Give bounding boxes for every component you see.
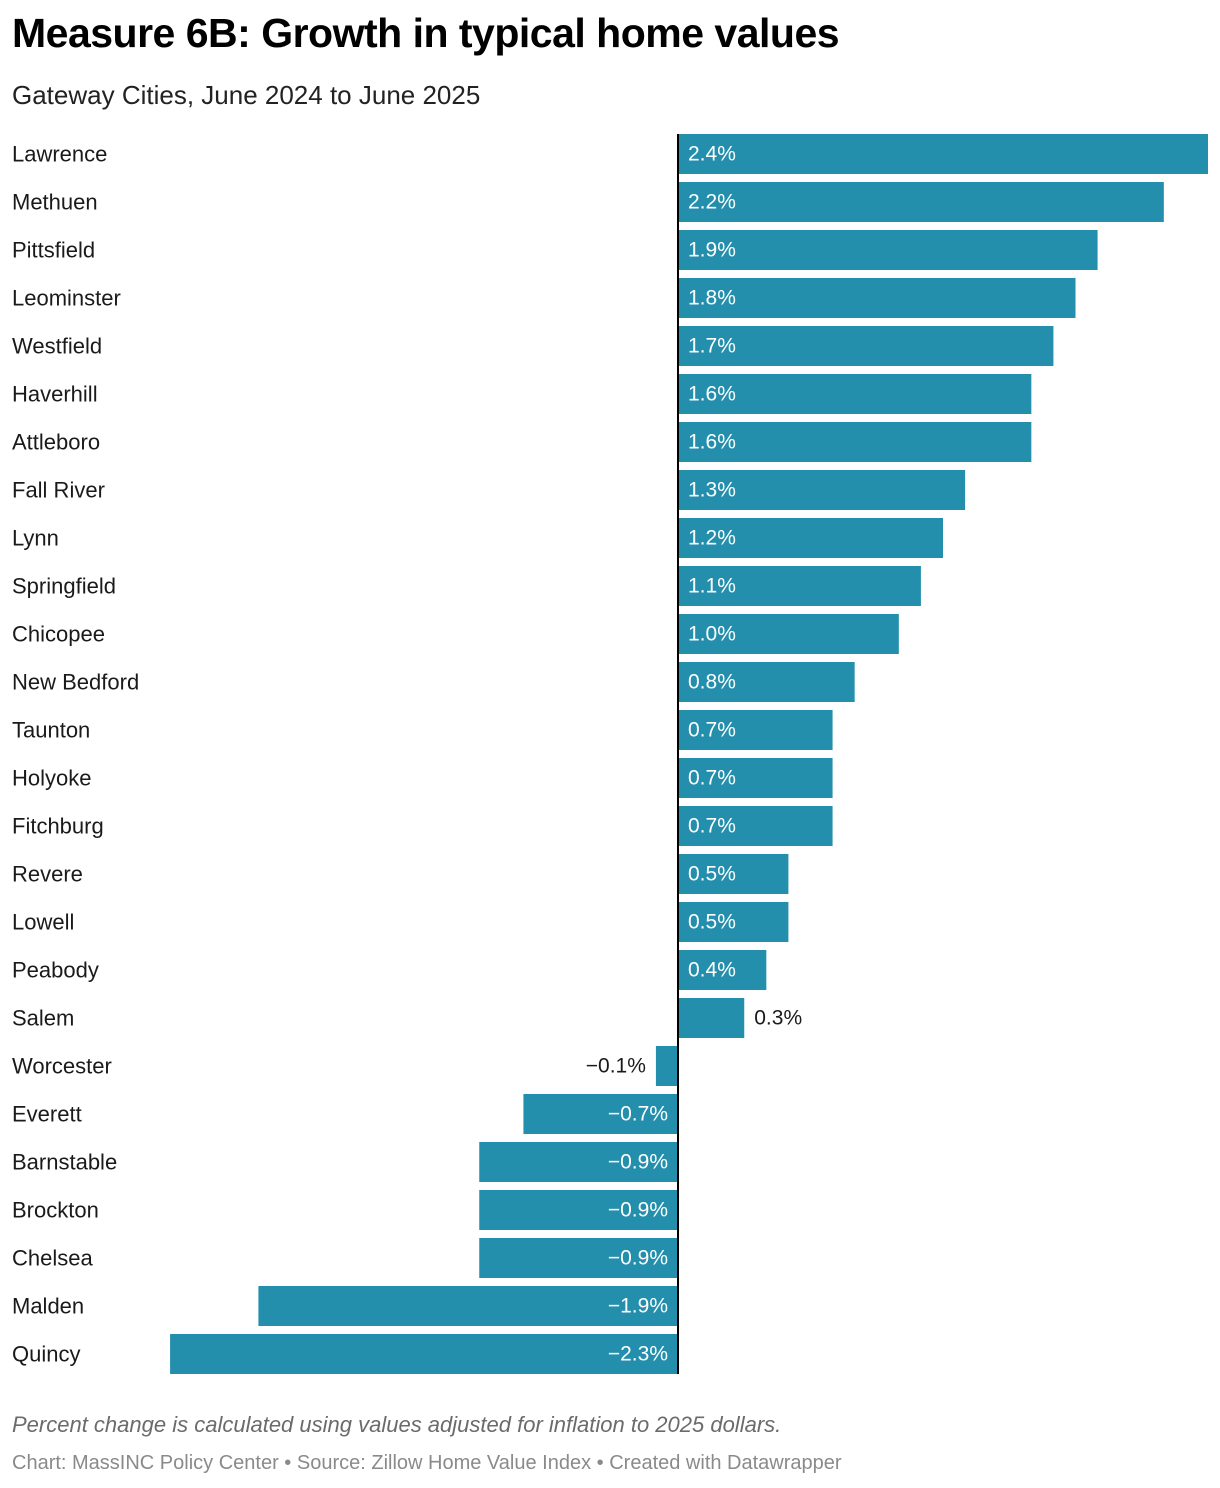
category-label: Pittsfield [12,238,95,263]
bar-chart: Lawrence 2.4% Methuen 2.2% Pittsfield 1.9% Leo… [12,134,1208,1374]
bar [258,1286,678,1326]
chart-title: Measure 6B: Growth in typical home value… [12,10,840,56]
value-label: 0.3% [754,1007,802,1030]
value-label: 0.5% [688,863,736,886]
category-label: Leominster [12,286,121,311]
value-label: 1.7% [688,335,736,358]
value-label: −0.9% [608,1199,668,1222]
category-label: Chelsea [12,1246,93,1271]
category-label: Lowell [12,910,74,935]
bar [678,662,855,702]
bar [678,134,1208,174]
chart-credits: Chart: MassINC Policy Center • Source: Z… [12,1452,842,1475]
bar [678,806,833,846]
bar [479,1142,678,1182]
bar [678,470,966,510]
value-label: 1.6% [688,431,736,454]
value-label: −1.9% [608,1295,668,1318]
bar [678,758,833,798]
category-label: Fall River [12,478,105,503]
category-label: Attleboro [12,430,100,455]
category-label: Fitchburg [12,814,104,839]
bar [678,182,1164,222]
category-label: Westfield [12,334,102,359]
bar [678,278,1076,318]
category-label: Salem [12,1006,74,1031]
bar [678,614,899,654]
bar [479,1190,678,1230]
value-label: −0.1% [586,1055,646,1078]
category-label: Quincy [12,1342,80,1367]
category-label: Lawrence [12,142,107,167]
value-label: 1.9% [688,239,736,262]
value-label: −0.7% [608,1103,668,1126]
credit-chart: Chart: MassINC Policy Center [12,1452,279,1474]
credit-separator: • [278,1452,297,1474]
category-label: Revere [12,862,83,887]
credit-created: Created with Datawrapper [609,1452,842,1474]
value-label: 1.2% [688,527,736,550]
bar [678,230,1098,270]
value-label: 2.4% [688,143,736,166]
chart-note: Percent change is calculated using value… [12,1412,782,1437]
credit-source: Source: Zillow Home Value Index [296,1452,592,1474]
value-label: 2.2% [688,191,736,214]
bar [678,902,789,942]
category-label: Chicopee [12,622,105,647]
bar [678,710,833,750]
bar [678,566,921,606]
bar [678,374,1032,414]
bar [678,950,767,990]
category-label: Worcester [12,1054,112,1079]
value-label: −0.9% [608,1151,668,1174]
bar [479,1238,678,1278]
category-label: New Bedford [12,670,139,695]
category-label: Holyoke [12,766,91,791]
category-label: Methuen [12,190,98,215]
bar [678,518,943,558]
category-label: Haverhill [12,382,98,407]
value-label: 0.8% [688,671,736,694]
value-label: 1.3% [688,479,736,502]
value-label: 1.1% [688,575,736,598]
category-label: Brockton [12,1198,99,1223]
value-label: 0.4% [688,959,736,982]
bar [678,422,1032,462]
category-label: Everett [12,1102,82,1127]
bar [170,1334,679,1374]
category-label: Taunton [12,718,90,743]
value-label: 0.5% [688,911,736,934]
value-label: 0.7% [688,719,736,742]
category-label: Barnstable [12,1150,117,1175]
bar [678,326,1054,366]
value-label: 1.0% [688,623,736,646]
category-label: Peabody [12,958,99,983]
bar [678,998,745,1038]
category-label: Springfield [12,574,116,599]
bar [678,854,789,894]
value-label: −2.3% [608,1343,668,1366]
value-label: −0.9% [608,1247,668,1270]
chart-subtitle: Gateway Cities, June 2024 to June 2025 [12,80,481,110]
value-label: 0.7% [688,767,736,790]
value-label: 1.8% [688,287,736,310]
category-label: Malden [12,1294,84,1319]
value-label: 1.6% [688,383,736,406]
category-label: Lynn [12,526,59,551]
credit-separator: • [591,1452,610,1474]
bar [655,1046,678,1086]
bar [523,1094,678,1134]
value-label: 0.7% [688,815,736,838]
